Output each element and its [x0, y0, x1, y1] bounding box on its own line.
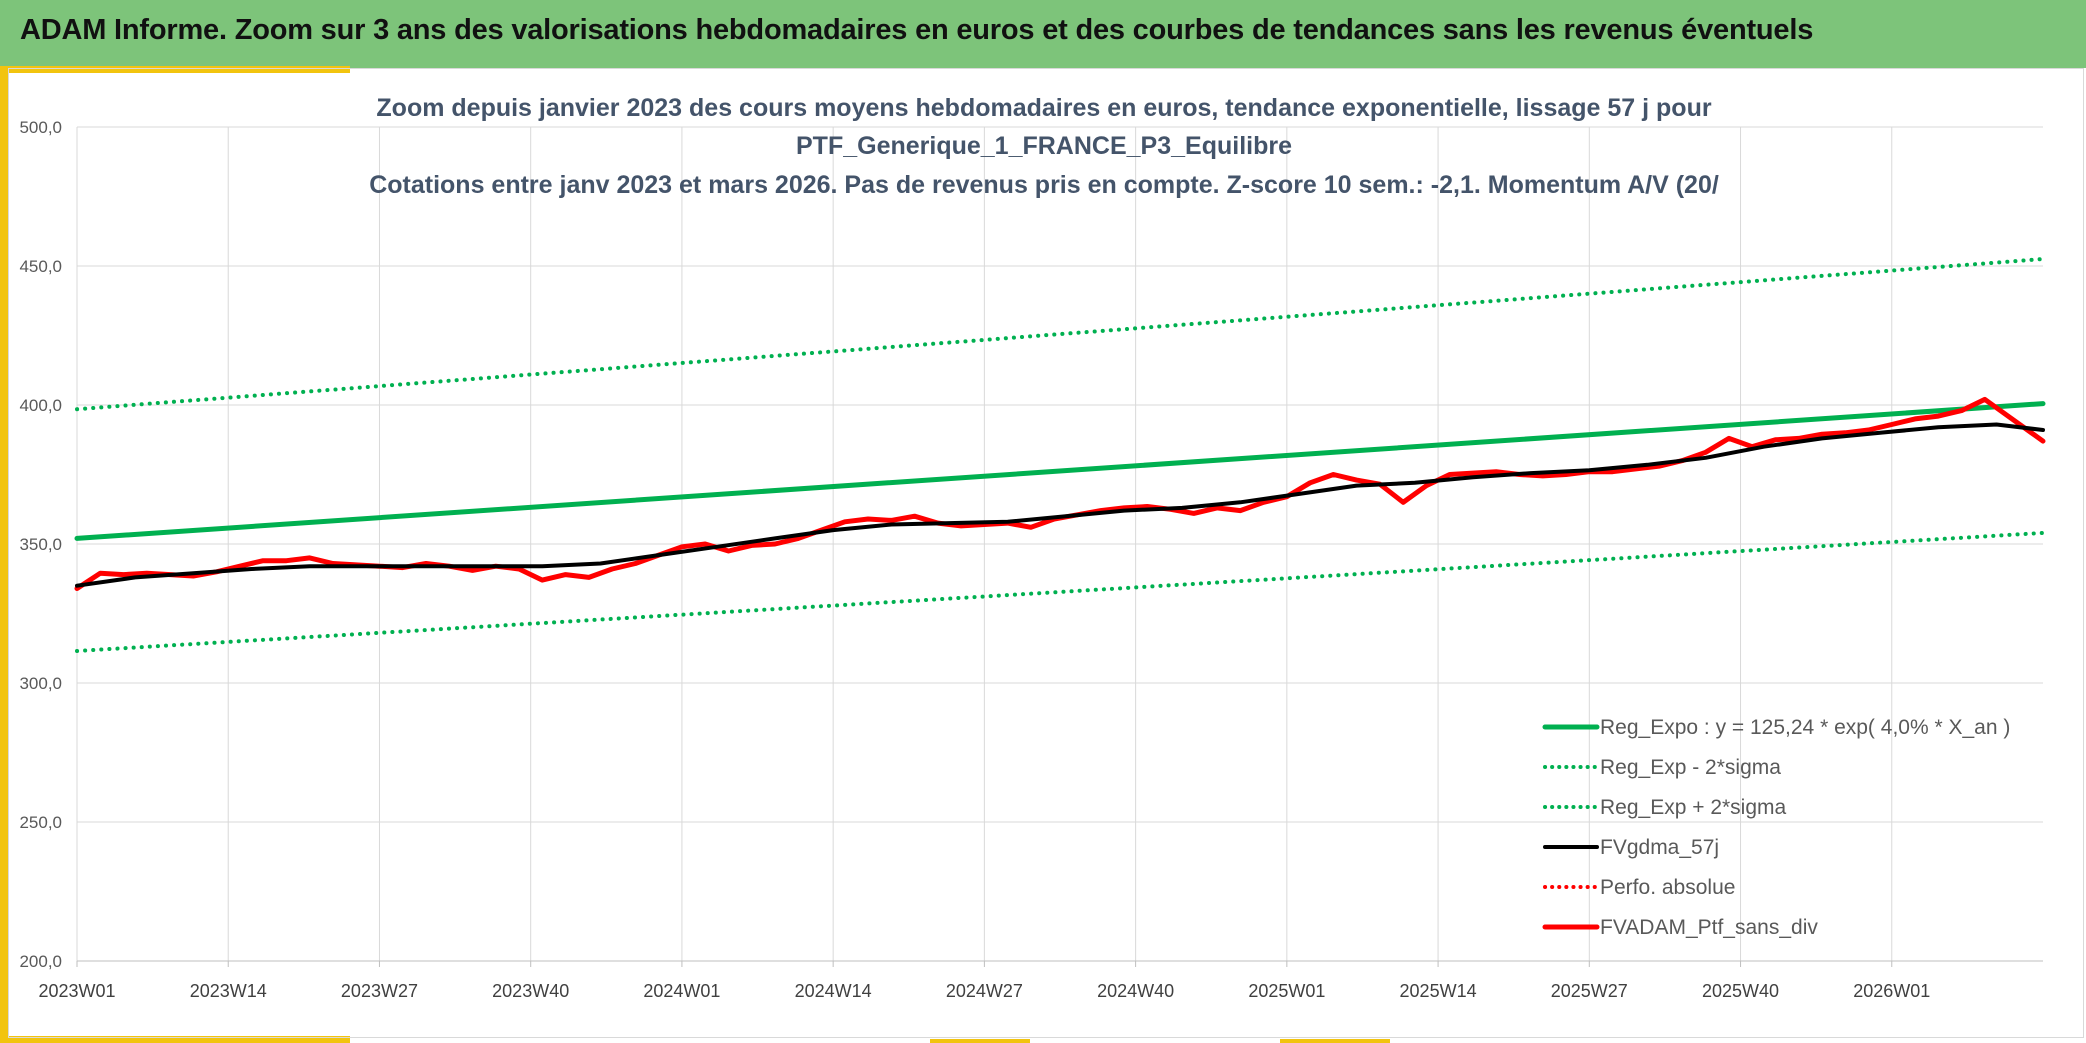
x-axis-ticks: 2023W01 2023W14 2023W27 2023W40 2024W01 2024W…: [38, 981, 1930, 1001]
series-line-5: [74, 396, 2046, 591]
chart-title-line-3: Cotations entre janv 2023 et mars 2026. …: [369, 171, 1719, 199]
gridlines: [76, 126, 2043, 967]
x-tick-label: 2025W01: [1248, 981, 1325, 1001]
y-tick-label: 500,0: [19, 118, 62, 137]
x-tick-label: 2024W01: [643, 981, 720, 1001]
x-tick-label: 2024W40: [1097, 981, 1174, 1001]
x-tick-label: 2023W01: [38, 981, 115, 1001]
accent-bar-top: [0, 66, 350, 73]
legend-label: FVADAM_Ptf_sans_div: [1600, 916, 1818, 939]
chart-title: Zoom depuis janvier 2023 des cours moyen…: [369, 94, 1719, 199]
page-title: ADAM Informe. Zoom sur 3 ans des valoris…: [20, 14, 1814, 46]
accent-bar-bottom: [0, 1036, 350, 1043]
legend-label: Reg_Expo : y = 125,24 * exp( 4,0% * X_an…: [1600, 716, 2010, 739]
series-line-1: [75, 530, 2045, 653]
x-tick-label: 2023W14: [190, 981, 267, 1001]
y-tick-label: 300,0: [19, 674, 62, 693]
y-tick-label: 200,0: [19, 952, 62, 971]
legend-label: FVgdma_57j: [1600, 836, 1719, 859]
y-tick-label: 350,0: [19, 535, 62, 554]
series-lines: [74, 257, 2046, 653]
accent-bar-left: [0, 68, 8, 1043]
legend-label: Reg_Exp + 2*sigma: [1600, 796, 1787, 819]
legend: Reg_Expo : y = 125,24 * exp( 4,0% * X_an…: [1542, 716, 2010, 939]
x-tick-label: 2025W27: [1551, 981, 1628, 1001]
chart-frame: [8, 68, 2084, 1038]
header-banner: ADAM Informe. Zoom sur 3 ans des valoris…: [0, 0, 2086, 68]
accent-bar-bottom-3: [1280, 1039, 1390, 1043]
x-tick-label: 2025W14: [1400, 981, 1477, 1001]
accent-bar-bottom-2: [930, 1039, 1030, 1043]
x-tick-label: 2024W14: [795, 981, 872, 1001]
series-line-0: [74, 401, 2046, 541]
legend-label: Reg_Exp - 2*sigma: [1600, 756, 1781, 779]
x-tick-label: 2025W40: [1702, 981, 1779, 1001]
y-tick-label: 450,0: [19, 257, 62, 276]
x-tick-label: 2026W01: [1853, 981, 1930, 1001]
x-tick-label: 2024W27: [946, 981, 1023, 1001]
series-line-2: [75, 257, 2045, 412]
y-tick-label: 250,0: [19, 813, 62, 832]
legend-label: Perfo. absolue: [1600, 876, 1735, 899]
chart-title-line-1: Zoom depuis janvier 2023 des cours moyen…: [376, 94, 1711, 122]
series-line-3: [75, 422, 2045, 588]
chart-title-line-2: PTF_Generique_1_FRANCE_P3_Equilibre: [796, 132, 1292, 160]
x-tick-label: 2023W27: [341, 981, 418, 1001]
y-axis-ticks: 200,0 250,0 300,0 350,0 400,0 450,0 500,0: [19, 118, 62, 971]
x-tick-label: 2023W40: [492, 981, 569, 1001]
y-tick-label: 400,0: [19, 396, 62, 415]
